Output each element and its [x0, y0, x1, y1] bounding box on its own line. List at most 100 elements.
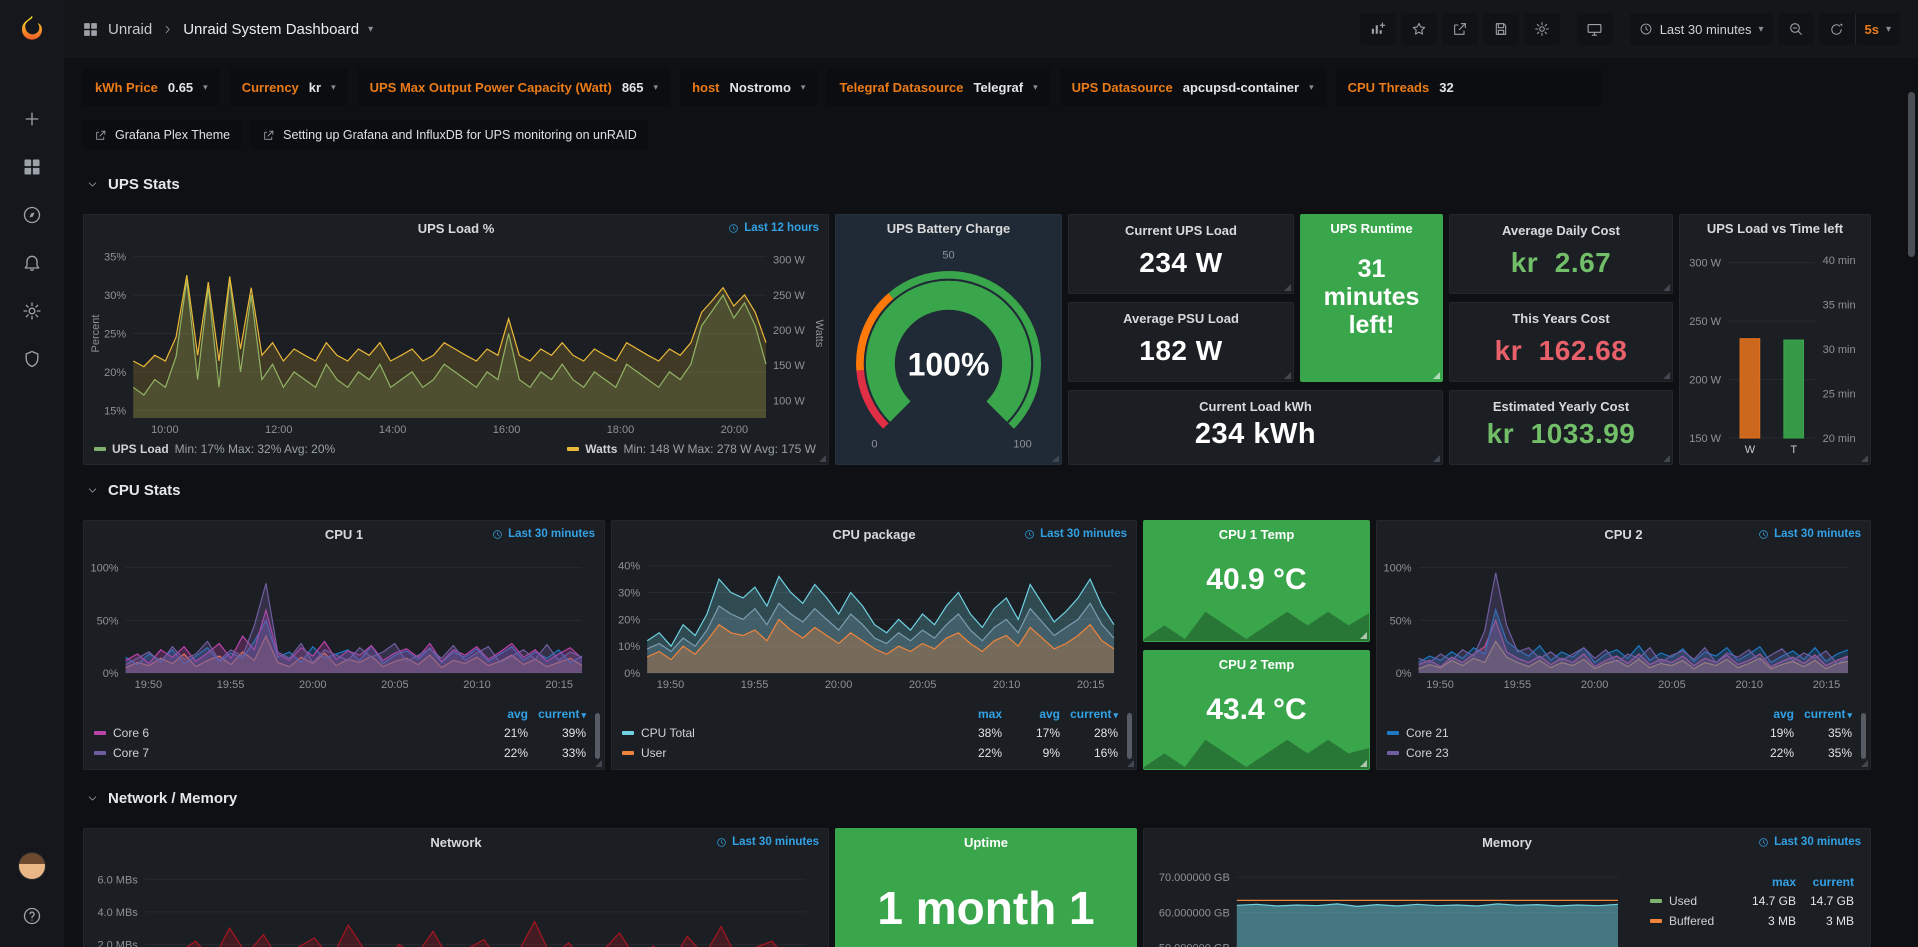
legend-column[interactable]: current ▾ — [538, 707, 586, 721]
svg-text:0: 0 — [871, 439, 877, 451]
share-button[interactable] — [1441, 13, 1478, 45]
panel-title[interactable]: UPS Runtime — [1330, 220, 1413, 236]
section-ups-stats[interactable]: UPS Stats — [86, 176, 180, 193]
refresh-interval-picker[interactable]: 5s ▾ — [1854, 13, 1901, 45]
section-cpu-stats[interactable]: CPU Stats — [86, 482, 181, 499]
zoom-out-button[interactable] — [1777, 13, 1814, 45]
legend-column[interactable]: max — [1771, 875, 1796, 889]
panel-title[interactable]: Average Daily Cost — [1501, 223, 1620, 238]
variable-ups-max-output-power-capacity-watt-[interactable]: UPS Max Output Power Capacity (Watt) 865 ▾ — [357, 68, 671, 106]
save-icon — [1495, 23, 1506, 35]
ups-bar-chart[interactable]: 150 W 200 W 250 W 300 W 20 min 25 min 30 min 35… — [1684, 241, 1866, 458]
legend-item[interactable]: Core 21 19% 35% — [1387, 723, 1852, 743]
panel-title[interactable]: This Years Cost — [1512, 311, 1610, 326]
variable-kwh-price[interactable]: kWh Price 0.65 ▾ — [83, 68, 220, 106]
legend-item[interactable]: Buffered 3 MB 3 MB — [1650, 911, 1854, 931]
panel-title[interactable]: Estimated Yearly Cost — [1492, 399, 1630, 414]
sidebar-item-dashboards[interactable] — [12, 150, 52, 184]
legend-item[interactable]: Core 23 22% 35% — [1387, 743, 1852, 763]
profile-button[interactable] — [12, 849, 52, 883]
panel-title[interactable]: CPU package — [832, 526, 916, 542]
sidebar-item-explore[interactable] — [12, 198, 52, 232]
legend-column[interactable]: max — [977, 707, 1002, 721]
add-panel-icon — [1372, 22, 1386, 34]
legend-scrollbar[interactable] — [595, 713, 600, 759]
panel-title[interactable]: CPU 1 Temp — [1218, 526, 1295, 542]
panel-title[interactable]: UPS Battery Charge — [886, 220, 1011, 236]
section-network-memory[interactable]: Network / Memory — [86, 790, 237, 807]
panel-title[interactable]: Current UPS Load — [1125, 223, 1237, 238]
legend-scrollbar[interactable] — [1861, 713, 1866, 759]
variable-cpu-threads[interactable]: CPU Threads 32 — [1335, 68, 1602, 106]
legend-item[interactable]: Used 14.7 GB 14.7 GB — [1650, 891, 1854, 911]
cpu2-chart[interactable]: 0% 50% 100% 19:50 19:55 20:00 20:05 20:10 20:15 — [1381, 547, 1860, 693]
cycle-view-button[interactable] — [1576, 13, 1613, 45]
sparkline — [1144, 735, 1369, 769]
variable-host[interactable]: host Nostromo ▾ — [680, 68, 818, 106]
legend-item[interactable]: Core 7 22% 33% — [94, 743, 586, 763]
legend-item[interactable]: Watts Min: 148 W Max: 278 W Avg: 175 W — [567, 442, 816, 456]
help-button[interactable] — [12, 899, 52, 933]
stat-value: 40.9 °C — [1206, 563, 1307, 596]
variable-input[interactable]: 32 — [1439, 79, 1454, 95]
variable-value: kr — [308, 79, 322, 95]
star-button[interactable] — [1400, 13, 1437, 45]
panel-title[interactable]: Average PSU Load — [1123, 311, 1239, 326]
profile-avatar — [19, 853, 45, 879]
legend-column[interactable]: current ▾ — [1804, 707, 1852, 721]
sidebar-item-create[interactable] — [12, 102, 52, 136]
variable-ups-datasource[interactable]: UPS Datasource apcupsd-container ▾ — [1059, 68, 1326, 106]
breadcrumb-app[interactable]: Unraid — [108, 20, 153, 38]
sidebar-item-alerting[interactable] — [12, 246, 52, 280]
panel-title[interactable]: CPU 1 — [324, 526, 364, 542]
panel-cpu-2-temp: CPU 2 Temp 43.4 °C — [1143, 650, 1370, 770]
dashboard-link[interactable]: Grafana Plex Theme — [83, 120, 242, 150]
legend-item[interactable]: User 22% 9% 16% — [622, 743, 1118, 763]
panel-title[interactable]: Uptime — [963, 834, 1009, 850]
grafana-logo[interactable] — [12, 12, 52, 46]
memory-chart[interactable]: 50.000000 GB 60.000000 GB 70.000000 GB — [1148, 855, 1630, 947]
legend-item[interactable]: Core 6 21% 39% — [94, 723, 586, 743]
sidebar-item-configuration[interactable] — [12, 294, 52, 328]
legend-item[interactable]: UPS Load Min: 17% Max: 32% Avg: 20% — [94, 442, 335, 456]
dashboard-link[interactable]: Setting up Grafana and InfluxDB for UPS … — [251, 120, 648, 150]
chevron-down-icon — [88, 182, 97, 187]
legend-item[interactable]: CPU Total 38% 17% 28% — [622, 723, 1118, 743]
legend-scrollbar[interactable] — [1127, 713, 1132, 759]
panel-title[interactable]: Network — [430, 834, 482, 850]
refresh-controls: 5s ▾ — [1818, 13, 1901, 45]
panel-title[interactable]: Memory — [1482, 834, 1532, 850]
variable-currency[interactable]: Currency kr ▾ — [229, 68, 348, 106]
refresh-icon — [1831, 23, 1843, 35]
legend-column[interactable]: avg — [507, 707, 528, 721]
dashboard-settings-button[interactable] — [1523, 13, 1560, 45]
panel-title[interactable]: Current Load kWh — [1199, 399, 1312, 414]
dashboard-title[interactable]: Unraid System Dashboard — [183, 20, 360, 38]
legend-column[interactable]: current ▾ — [1070, 707, 1118, 721]
ups-load-chart[interactable]: 15% 20% 25% 30% 35% 100 W 150 W 200 W 250 W 300 W… — [88, 241, 825, 438]
legend-column[interactable]: current — [1812, 875, 1854, 889]
svg-text:0%: 0% — [1396, 668, 1412, 680]
cpu-package-chart[interactable]: 0% 10% 20% 30% 40% 19:50 19:55 20:00 20:05 20:10 2… — [616, 547, 1126, 693]
variable-label: UPS Max Output Power Capacity (Watt) — [369, 79, 612, 95]
time-range-picker[interactable]: Last 30 minutes ▾ — [1629, 13, 1773, 45]
panel-cpu-1: CPU 1 Last 30 minutes 0% 50% 100% 19:50 19:5… — [83, 520, 605, 770]
cpu1-chart[interactable]: 0% 50% 100% 19:50 19:55 20:00 20:05 20:10 20:15 — [88, 547, 594, 693]
page-scrollbar[interactable] — [1908, 92, 1915, 257]
svg-text:30 min: 30 min — [1823, 344, 1856, 356]
time-range-label: Last 30 minutes — [1659, 21, 1752, 37]
variable-telegraf-datasource[interactable]: Telegraf Datasource Telegraf ▾ — [827, 68, 1050, 106]
sidebar-item-server-admin[interactable] — [12, 342, 52, 376]
panel-title[interactable]: UPS Load vs Time left — [1706, 220, 1844, 236]
panel-title[interactable]: CPU 2 Temp — [1218, 656, 1295, 672]
network-chart[interactable]: 2.0 MBs 4.0 MBs 6.0 MBs — [88, 855, 818, 947]
svg-text:100 W: 100 W — [773, 395, 805, 407]
refresh-button[interactable] — [1819, 13, 1855, 45]
panel-title[interactable]: CPU 2 — [1604, 526, 1643, 542]
add-panel-button[interactable] — [1359, 13, 1396, 45]
svg-text:200 W: 200 W — [1689, 375, 1721, 387]
legend-column[interactable]: avg — [1773, 707, 1794, 721]
panel-title[interactable]: UPS Load % — [417, 220, 495, 236]
save-button[interactable] — [1482, 13, 1519, 45]
legend-column[interactable]: avg — [1039, 707, 1060, 721]
